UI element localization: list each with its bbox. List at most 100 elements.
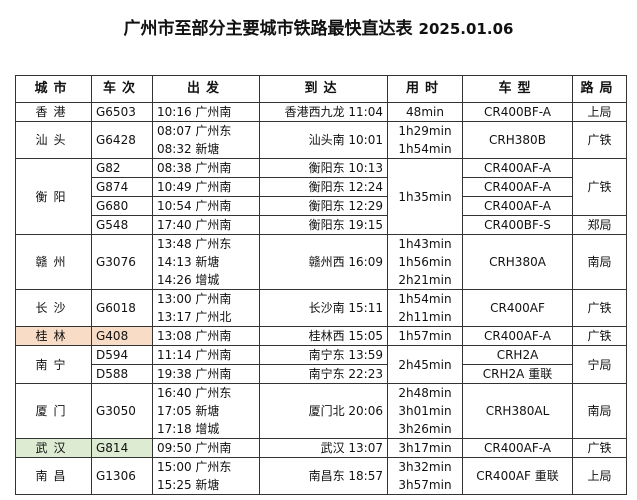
cell-text: G6428 (96, 133, 136, 147)
departure-cell: 13:00 广州南 13:17 广州北 (152, 289, 260, 327)
train-type-cell: CR400AF-A (462, 196, 573, 216)
cell-text: 2h21min (398, 273, 452, 287)
cell-text: 13:48 广州东 (157, 237, 232, 251)
table-row: 厦门 G3050 16:40 广州东 17:05 新塘 17:18 增城 厦门北 20:0… (15, 383, 627, 439)
cell-text: 长沙 (35, 301, 72, 315)
arrival-cell: 南宁东 22:23 (259, 364, 388, 384)
city-cell: 汕头 (15, 121, 92, 159)
cell-text: 厦门 (35, 404, 72, 418)
departure-cell: 10:49 广州南 (152, 177, 260, 197)
railway-bureau-cell: 广铁 (572, 121, 627, 159)
table-row: G548 17:40 广州南 衡阳东 19:15 CR400BF-S 郑局 (16, 215, 627, 235)
departure-cell: 10:54 广州南 (152, 196, 260, 216)
cell-text: 14:13 新塘 (157, 255, 220, 269)
cell-text: 2h48min (398, 386, 452, 400)
train-number-cell: G6503 (91, 102, 153, 122)
duration-cell: 1h29min 1h54min (387, 121, 463, 159)
cell-text: 08:07 广州东 (157, 124, 232, 138)
cell-text: 广铁 (587, 180, 612, 194)
cell-text: 3h26min (398, 422, 452, 436)
cell-text: 3h32min (398, 460, 452, 474)
cell-text: 香港 (35, 105, 72, 119)
cell-text: 14:26 增城 (157, 273, 220, 287)
cell-text: 上局 (587, 105, 612, 119)
train-type-cell: CR400BF-S (462, 215, 573, 235)
cell-text: 1h54min (398, 142, 452, 156)
railway-bureau-cell: 广铁 (572, 289, 627, 327)
train-number-cell: G408 (91, 326, 153, 346)
cell-text: 衡阳 (35, 189, 72, 204)
table-row: 南昌 G1306 15:00 广州东 15:25 新塘 南昌东 18:57 3h32min… (15, 457, 627, 495)
cell-text: CR400BF-A (483, 105, 552, 119)
duration-cell: 3h17min (387, 438, 463, 458)
train-number-cell: G874 (91, 177, 153, 197)
train-number-cell: G82 (91, 158, 153, 178)
arrival-cell: 桂林西 15:05 (259, 326, 388, 346)
cell-text: 10:49 广州南 (157, 180, 232, 194)
cell-text: 17:05 新塘 (157, 404, 220, 418)
duration-cell: 1h35min (387, 158, 463, 235)
city-cell: 桂林 (15, 326, 92, 346)
duration-cell: 48min (387, 102, 463, 122)
duration-cell: 1h54min 2h11min (387, 289, 463, 327)
city-cell: 赣州 (15, 234, 92, 290)
cell-text: 赣州 (35, 255, 72, 269)
cell-text: 武汉 (35, 441, 72, 455)
cell-text: 08:38 广州南 (157, 161, 232, 175)
duration-cell: 2h48min 3h01min 3h26min (387, 383, 463, 439)
arrival-cell: 衡阳东 12:24 (259, 177, 388, 197)
cell-text: CR400AF-A (483, 441, 551, 455)
cell-text: 广铁 (587, 441, 612, 455)
train-type-cell: CR400AF-A (462, 438, 573, 458)
cell-text: 南局 (587, 255, 612, 269)
train-number-cell: G6018 (91, 289, 153, 327)
title-text: 广州市至部分主要城市铁路最快直达表 (123, 19, 413, 39)
train-type-cell: CR400AF-A (462, 326, 573, 346)
cell-text: 南昌东 18:57 (308, 469, 383, 483)
railway-bureau-cell: 广铁 (572, 158, 627, 216)
cell-text: G814 (96, 441, 129, 455)
page-title: 广州市至部分主要城市铁路最快直达表 2025.01.06 (0, 14, 637, 39)
cell-text: 南宁 (35, 357, 72, 372)
departure-cell: 11:14 广州南 (152, 345, 260, 365)
duration-cell: 3h32min 3h57min (387, 457, 463, 495)
train-type-cell: CRH380AL (462, 383, 573, 439)
cell-text: 3h17min (398, 441, 452, 455)
cell-text: 广铁 (587, 301, 612, 315)
cell-text: G82 (96, 161, 121, 175)
cell-text: 汕头 (35, 133, 72, 147)
railway-bureau-cell: 南局 (572, 383, 627, 439)
duration-cell: 1h57min (387, 326, 463, 346)
cell-text: CRH380A (489, 255, 546, 269)
city-cell: 南昌 (15, 457, 92, 495)
cell-text: 2h45min (398, 357, 452, 372)
cell-text: 08:32 新塘 (157, 142, 220, 156)
cell-text: 1h57min (398, 329, 452, 343)
cell-text: 厦门北 20:06 (308, 404, 383, 418)
table-row: 汕头 G6428 08:07 广州东 08:32 新塘 汕头南 10:01 1h29min… (15, 121, 627, 159)
cell-text: 13:08 广州南 (157, 329, 232, 343)
cell-text: 南宁东 13:59 (308, 348, 383, 362)
cell-text: 广铁 (587, 329, 612, 343)
cell-text: 衡阳东 10:13 (308, 161, 383, 175)
departure-cell: 08:38 广州南 (152, 158, 260, 178)
cell-text: 桂林西 15:05 (308, 329, 383, 343)
railway-bureau-cell: 南局 (572, 234, 627, 290)
departure-cell: 09:50 广州南 (152, 438, 260, 458)
railway-bureau-cell: 郑局 (572, 215, 627, 235)
cell-text: 17:18 增城 (157, 422, 220, 436)
arrival-cell: 衡阳东 19:15 (259, 215, 388, 235)
departure-cell: 17:40 广州南 (152, 215, 260, 235)
cell-text: 上局 (587, 469, 612, 483)
railway-bureau-cell: 上局 (572, 457, 627, 495)
column-header: 车次 (91, 75, 153, 103)
city-cell: 衡阳 (15, 158, 92, 235)
duration-cell: 1h43min 1h56min 2h21min (387, 234, 463, 290)
cell-text: D588 (96, 367, 129, 381)
table-row: 香港 G6503 10:16 广州南 香港西九龙 11:04 48min CR400BF-… (15, 102, 627, 122)
train-number-cell: D594 (91, 345, 153, 365)
train-type-cell: CR400AF 重联 (462, 457, 573, 495)
train-number-cell: G814 (91, 438, 153, 458)
header-row: 城市 车次 出发 到达 用时 车型 路局 (15, 75, 627, 103)
train-type-cell: CR400AF-A (462, 177, 573, 197)
